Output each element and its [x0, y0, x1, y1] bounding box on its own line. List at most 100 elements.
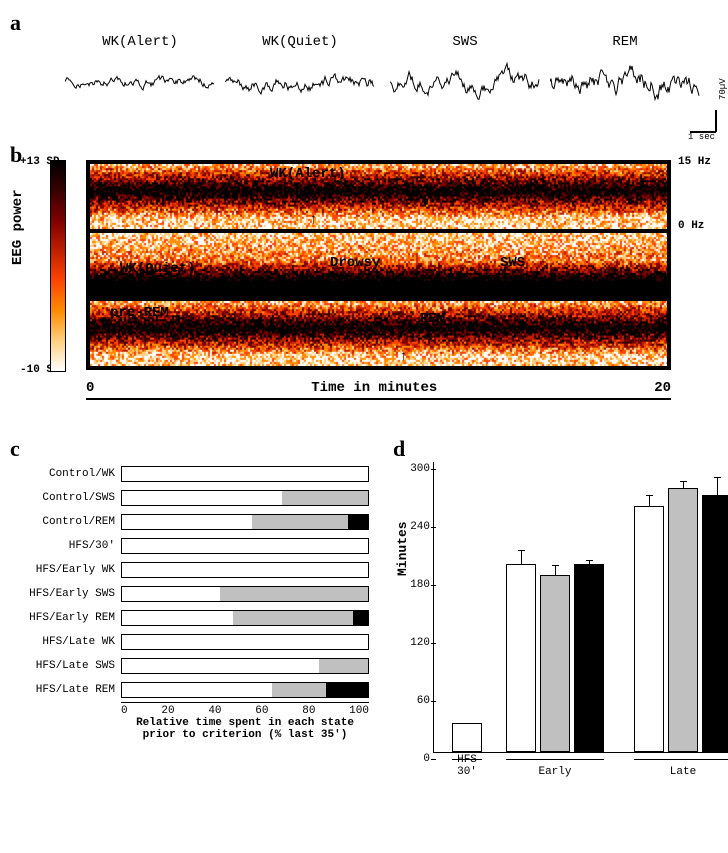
panel-c-label: c [10, 436, 375, 462]
x-tick: 40 [208, 705, 221, 717]
x-tick: 80 [302, 705, 315, 717]
row-label: Control/WK [10, 468, 121, 480]
stacked-bar-row: HFS/Early WK [10, 558, 375, 582]
bar [121, 514, 369, 530]
bar [121, 538, 369, 554]
group-label: Late [634, 766, 728, 778]
trace-title: WK(Alert) [65, 34, 215, 50]
panel-c-stacked-bar: c Control/WK Control/SWS Control/REM HFS/30… [10, 436, 375, 753]
spectrogram-heatmap [90, 301, 667, 366]
trace-title: SWS [390, 34, 540, 50]
stacked-bar-row: HFS/Early REM [10, 606, 375, 630]
error-bar [589, 560, 590, 565]
spectrogram-heatmap [90, 233, 667, 298]
stacked-bar-row: Control/WK [10, 462, 375, 486]
bar-segment [122, 635, 368, 649]
bar [121, 682, 369, 698]
row-label: Control/REM [10, 516, 121, 528]
bar [121, 562, 369, 578]
bar [574, 564, 604, 753]
y-tick: 240 [400, 521, 430, 533]
row-label: HFS/Early SWS [10, 588, 121, 600]
colorbar-axis-label: EEG power [10, 189, 26, 265]
y-tick: 0 [400, 753, 430, 765]
time-axis: 0 Time in minutes 20 [86, 380, 671, 410]
freq-bottom-label: 0 Hz [678, 220, 704, 232]
spectrogram-row: pre-REMREM↑ [90, 297, 667, 366]
row-label: HFS/Late WK [10, 636, 121, 648]
row-label: HFS/30' [10, 540, 121, 552]
eeg-power-colorbar [50, 160, 66, 372]
panel-d-label: d [393, 436, 728, 462]
x-tick: 20 [161, 705, 174, 717]
trace-title: WK(Quiet) [225, 34, 375, 50]
trace-title: REM [550, 34, 700, 50]
y-tick: 120 [400, 637, 430, 649]
bar-segment [122, 683, 272, 697]
bar-segment [348, 515, 368, 529]
time-max: 20 [654, 380, 671, 396]
eeg-trace [65, 54, 215, 109]
stacked-bar-row: HFS/Early SWS [10, 582, 375, 606]
bar [121, 634, 369, 650]
row-label: HFS/Early WK [10, 564, 121, 576]
y-tick: 300 [400, 463, 430, 475]
bar [506, 564, 536, 753]
bar [634, 506, 664, 753]
eeg-trace [390, 54, 540, 109]
eeg-trace [550, 54, 700, 109]
group-label: Early [506, 766, 604, 778]
error-bar [649, 495, 650, 507]
row-label: HFS/Late SWS [10, 660, 121, 672]
panel-c-x-label: Relative time spent in each state prior … [121, 717, 369, 741]
stacked-bar-row: HFS/Late WK [10, 630, 375, 654]
bar [540, 575, 570, 752]
spectrogram-container: WK(Alert)↑WK(Quiet)DrowsySWS↑↑pre-REMREM… [86, 160, 671, 370]
up-arrow-icon: ↑ [310, 212, 317, 228]
spectrogram-row: WK(Alert)↑ [90, 164, 667, 229]
time-min: 0 [86, 380, 94, 396]
x-tick: 0 [121, 705, 128, 717]
bar [121, 610, 369, 626]
bar [121, 586, 369, 602]
bar-segment [353, 611, 368, 625]
bar-segment [252, 515, 348, 529]
eeg-trace [225, 54, 375, 109]
bar-segment [122, 659, 319, 673]
spectrogram-heatmap [90, 164, 667, 229]
error-bar [555, 565, 556, 577]
x-tick: 60 [255, 705, 268, 717]
stacked-bar-row: HFS/Late REM [10, 678, 375, 702]
bar [702, 495, 728, 752]
panel-a-eeg-traces: a WK(Alert)WK(Quiet)SWSREM70µV1 sec [10, 10, 728, 150]
error-bar [717, 477, 718, 496]
row-label: HFS/Late REM [10, 684, 121, 696]
panel-c-rows: Control/WK Control/SWS Control/REM HFS/30' H… [10, 462, 375, 702]
bar-segment [220, 587, 368, 601]
bar-segment [122, 587, 220, 601]
stacked-bar-row: HFS/30' [10, 534, 375, 558]
bar [668, 488, 698, 752]
stacked-bar-row: Control/REM [10, 510, 375, 534]
bar-segment [319, 659, 368, 673]
panel-b-spectrograms: b +13 SD -10 SD EEG power 15 Hz 0 Hz WK(… [10, 150, 728, 430]
panel-c-x-axis: 020406080100 [121, 702, 369, 717]
bar-segment [122, 611, 233, 625]
bar-segment [233, 611, 354, 625]
bar-segment [122, 539, 368, 553]
row-label: HFS/Early REM [10, 612, 121, 624]
error-bar [521, 550, 522, 565]
row-label: Control/SWS [10, 492, 121, 504]
bar-segment [326, 683, 368, 697]
group-rule [506, 759, 604, 761]
spectrogram-row: WK(Quiet)DrowsySWS↑↑ [90, 229, 667, 298]
error-bar [683, 481, 684, 489]
bar [121, 466, 369, 482]
y-tick: 180 [400, 579, 430, 591]
bar [452, 723, 482, 752]
panel-a-label: a [10, 10, 728, 36]
group-rule [634, 759, 728, 761]
time-label: Time in minutes [311, 380, 437, 396]
panel-d-bar-chart: d Minutes 060120180240300HFS30'EarlyLate [393, 436, 728, 753]
bar-segment [122, 563, 368, 577]
